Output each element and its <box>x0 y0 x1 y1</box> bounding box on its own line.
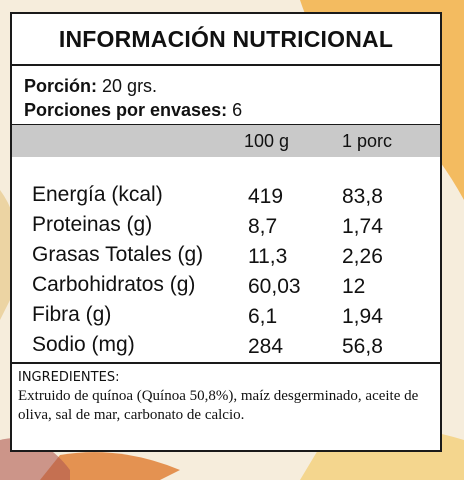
value-portion: 1,74 <box>342 215 383 238</box>
value-portion: 2,26 <box>342 245 383 268</box>
column-header-100g: 100 g <box>244 131 290 151</box>
table-header: 100 g 1 porc <box>12 124 440 157</box>
nutrient-name: Fibra (g) <box>32 303 112 326</box>
table-row: Grasas Totales (g) 11,3 2,26 <box>12 239 440 271</box>
table-row: Energía (kcal) 419 83,8 <box>12 179 440 211</box>
value-portion: 83,8 <box>342 185 383 208</box>
table-row: Proteinas (g) 8,7 1,74 <box>12 209 440 241</box>
portion-value: 20 grs. <box>102 76 158 96</box>
table-row: Sodio (mg) 284 56,8 <box>12 329 440 361</box>
ingredients-section: INGREDIENTES: Extruido de quínoa (Quínoa… <box>12 362 440 429</box>
portion-label: Porción: <box>24 76 98 96</box>
nutrient-name: Carbohidratos (g) <box>32 273 196 296</box>
title: INFORMACIÓN NUTRICIONAL <box>12 14 440 66</box>
value-portion: 56,8 <box>342 335 383 358</box>
nutrient-table: Energía (kcal) 419 83,8 Proteinas (g) 8,… <box>12 157 440 362</box>
nutrient-name: Sodio (mg) <box>32 333 135 356</box>
value-portion: 1,94 <box>342 305 383 328</box>
value-100g: 60,03 <box>248 275 301 298</box>
value-100g: 284 <box>248 335 284 358</box>
servings-value: 6 <box>232 100 243 120</box>
nutrient-name: Proteinas (g) <box>32 213 153 236</box>
value-100g: 419 <box>248 185 284 208</box>
nutrient-name: Grasas Totales (g) <box>32 243 204 266</box>
servings-label: Porciones por envases: <box>24 100 228 120</box>
ingredients-text: Extruido de quínoa (Quínoa 50,8%), maíz … <box>18 388 419 423</box>
value-100g: 8,7 <box>248 215 278 238</box>
column-header-portion: 1 porc <box>342 131 393 151</box>
ingredients-heading: INGREDIENTES: <box>18 370 120 385</box>
value-100g: 6,1 <box>248 305 278 328</box>
table-row: Carbohidratos (g) 60,03 12 <box>12 269 440 301</box>
table-row: Fibra (g) 6,1 1,94 <box>12 299 440 331</box>
nutrition-facts-panel: INFORMACIÓN NUTRICIONAL Porción: 20 grs.… <box>10 12 442 452</box>
portion-info: Porción: 20 grs. Porciones por envases: … <box>12 66 440 124</box>
nutrient-name: Energía (kcal) <box>32 183 163 206</box>
value-100g: 11,3 <box>248 245 288 268</box>
value-portion: 12 <box>342 275 366 298</box>
